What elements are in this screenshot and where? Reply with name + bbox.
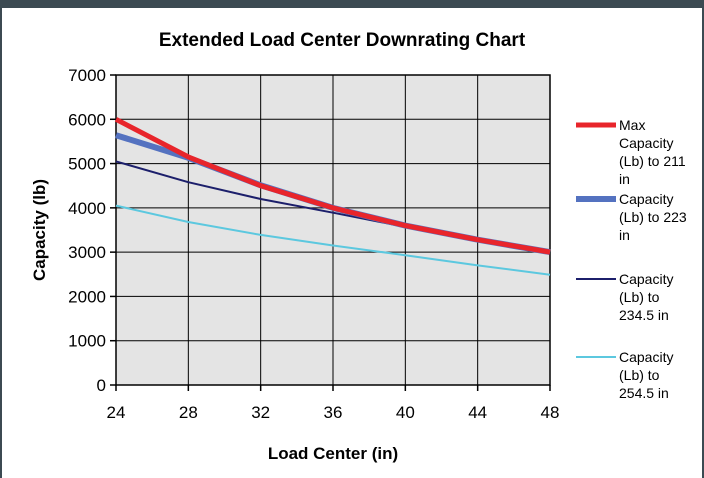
legend-label-line: Capacity — [619, 271, 673, 287]
legend-label-line: Capacity — [619, 191, 673, 207]
legend: Max Capacity (Lb) to 211 in Capacity (Lb) to … — [576, 117, 687, 401]
legend-item-2: Capacity (Lb) to 223 in — [576, 191, 687, 243]
y-tick-label: 3000 — [68, 243, 106, 262]
legend-label-line: Max — [619, 117, 645, 133]
x-tick-label: 28 — [179, 403, 198, 422]
legend-label: Max Capacity (Lb) to 211 in — [619, 117, 686, 187]
legend-label-line: 234.5 in — [619, 307, 669, 323]
x-tick-label: 48 — [541, 403, 560, 422]
legend-label-line: in — [619, 171, 630, 187]
series-lines — [114, 117, 551, 276]
legend-label: Capacity (Lb) to 234.5 in — [619, 271, 673, 323]
top-bar — [0, 0, 704, 8]
legend-label-line: in — [619, 227, 630, 243]
chart-title: Extended Load Center Downrating Chart — [159, 30, 526, 51]
legend-item-1: Max Capacity (Lb) to 211 in — [576, 117, 686, 187]
y-axis-ticks: 0 1000 2000 3000 4000 5000 6000 7000 — [68, 66, 116, 395]
legend-label: Capacity (Lb) to 254.5 in — [619, 349, 673, 401]
y-tick-label: 7000 — [68, 66, 106, 85]
legend-label-line: Capacity — [619, 135, 673, 151]
legend-label-line: 254.5 in — [619, 385, 669, 401]
x-tick-label: 36 — [324, 403, 343, 422]
legend-label-line: (Lb) to 223 — [619, 209, 687, 225]
legend-label: Capacity (Lb) to 223 in — [619, 191, 687, 243]
legend-label-line: Capacity — [619, 349, 673, 365]
x-tick-label: 32 — [251, 403, 270, 422]
legend-label-line: (Lb) to — [619, 367, 660, 383]
y-axis-label: Capacity (lb) — [30, 179, 49, 281]
legend-label-line: (Lb) to 211 — [619, 153, 686, 169]
x-tick-label: 44 — [468, 403, 487, 422]
y-tick-label: 0 — [97, 376, 106, 395]
x-tick-label: 40 — [396, 403, 415, 422]
series-line-1 — [114, 117, 551, 255]
legend-item-3: Capacity (Lb) to 234.5 in — [576, 271, 673, 323]
legend-label-line: (Lb) to — [619, 289, 660, 305]
x-axis-label: Load Center (in) — [268, 444, 398, 463]
legend-item-4: Capacity (Lb) to 254.5 in — [576, 349, 673, 401]
x-axis-ticks: 24 28 32 36 40 44 48 — [107, 385, 560, 422]
y-tick-label: 2000 — [68, 287, 106, 306]
x-tick-label: 24 — [107, 403, 126, 422]
y-tick-label: 1000 — [68, 332, 106, 351]
y-tick-label: 5000 — [68, 155, 106, 174]
y-tick-label: 4000 — [68, 199, 106, 218]
y-tick-label: 6000 — [68, 110, 106, 129]
series-line-4 — [115, 204, 551, 276]
